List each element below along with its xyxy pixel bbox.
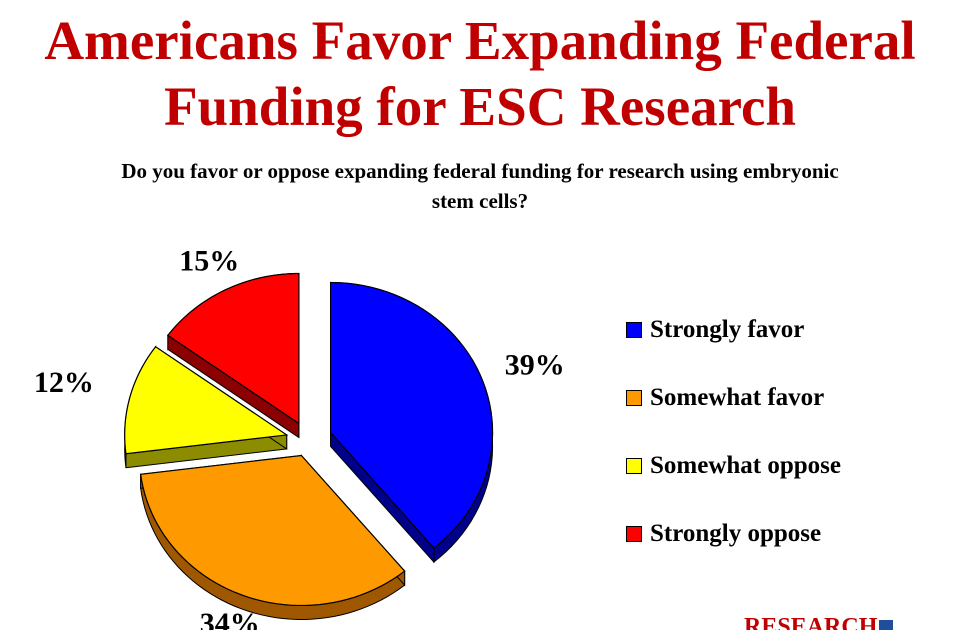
pie-tops [124, 272, 494, 607]
pie-slice-somewhat-favor [139, 454, 406, 607]
legend-item-somewhat-favor: Somewhat favor [626, 364, 841, 432]
chart-subtitle-line-1: Do you favor or oppose expanding federal… [121, 159, 839, 183]
legend-item-strongly-favor: Strongly favor [626, 296, 841, 364]
pie-slice-strongly-favor [329, 281, 494, 549]
data-label-strongly-favor: 39% [505, 348, 565, 381]
pie-slice-strongly-oppose [166, 272, 300, 425]
chart-legend: Strongly favor Somewhat favor Somewhat opp… [626, 296, 841, 568]
pie-slice-somewhat-oppose [124, 345, 289, 455]
legend-swatch [626, 322, 642, 338]
legend-swatch [626, 458, 642, 474]
legend-label: Strongly oppose [650, 520, 822, 547]
legend-label: Somewhat favor [650, 384, 825, 411]
legend-item-somewhat-oppose: Somewhat oppose [626, 432, 841, 500]
chart-subtitle: Do you favor or oppose expanding federal… [40, 156, 920, 216]
legend-label: Strongly favor [650, 316, 805, 343]
chart-title-line-2: Funding for ESC Research [163, 76, 797, 137]
legend-item-strongly-oppose: Strongly oppose [626, 500, 841, 568]
legend-swatch [626, 390, 642, 406]
footer-logo: RESEARCH [744, 612, 894, 630]
data-label-somewhat-oppose: 12% [34, 366, 94, 399]
data-label-strongly-oppose: 15% [179, 244, 239, 277]
logo-square-icon [879, 620, 894, 630]
chart-title-line-1: Americans Favor Expanding Federal [44, 10, 916, 71]
footer-logo-text: RESEARCH [744, 614, 878, 630]
pie-labels: 39% 34% 12% 15% [34, 244, 565, 630]
data-label-somewhat-favor: 34% [200, 607, 260, 630]
chart-subtitle-line-2: stem cells? [431, 189, 529, 213]
legend-label: Somewhat oppose [650, 452, 841, 479]
chart-title: Americans Favor Expanding Federal Fundin… [0, 8, 960, 140]
legend-swatch [626, 526, 642, 542]
